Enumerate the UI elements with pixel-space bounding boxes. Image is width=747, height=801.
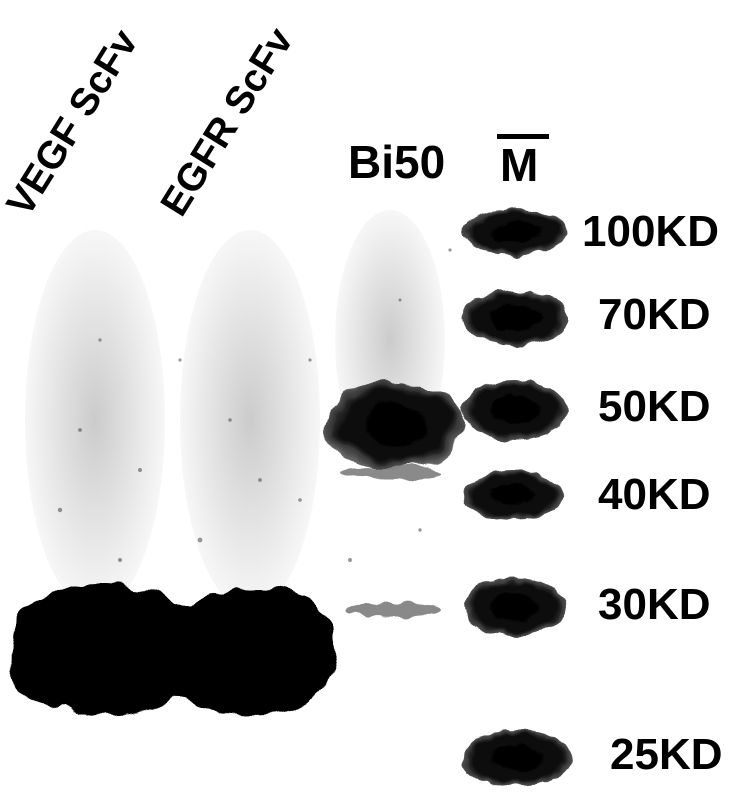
marker-band-100kd (463, 209, 567, 255)
marker-band-30kd (463, 578, 567, 636)
gel-svg (0, 0, 747, 801)
marker-band-40kd (463, 470, 563, 520)
gel-figure: VEGF ScFv EGFR ScFv Bi50 M 100KD 70KD 50… (0, 0, 747, 801)
marker-band-50kd (463, 380, 567, 440)
bi50-band-30kd-faint (347, 603, 443, 617)
marker-band-70kd (461, 291, 569, 345)
marker-band-25kd (461, 730, 573, 786)
